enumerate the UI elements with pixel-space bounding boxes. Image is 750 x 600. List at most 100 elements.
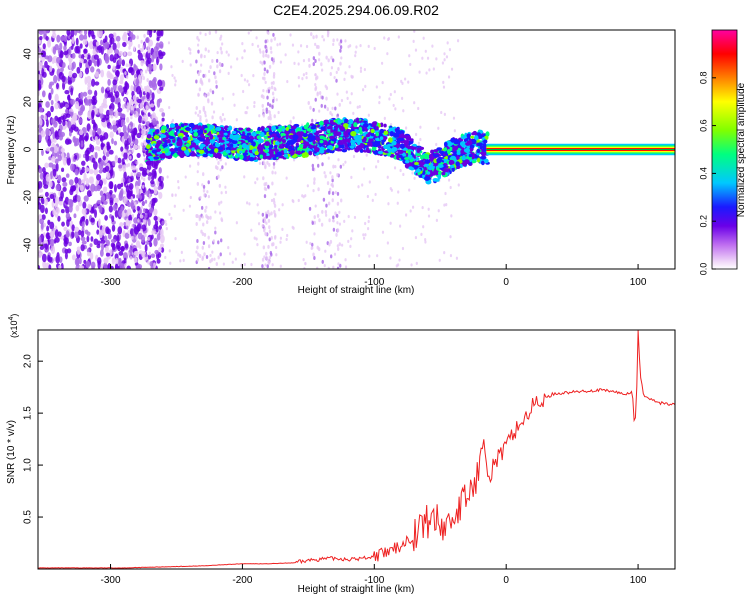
spectrogram-cell: [317, 58, 321, 62]
spectrogram-cell: [351, 75, 354, 79]
spectrogram-cell: [263, 161, 266, 166]
spectrogram-cell: [143, 157, 146, 162]
spectrogram-cell: [114, 209, 119, 218]
spectrogram-cell: [316, 91, 319, 95]
spectrogram-cell: [262, 50, 265, 55]
spectrogram-cell: [414, 235, 418, 240]
spectrogram-cell: [122, 178, 126, 183]
spectrogram-cell: [56, 82, 59, 90]
spectrogram-cell: [159, 86, 164, 91]
spectrogram-cell: [198, 129, 204, 135]
spectrogram-cell: [205, 220, 209, 225]
spectrogram-cell: [383, 130, 389, 135]
spectrogram-cell: [313, 180, 316, 185]
spectrogram-cell: [218, 183, 222, 188]
spectrogram-cell: [185, 134, 190, 138]
spectrogram-cell: [202, 73, 205, 78]
spectrogram-cell: [372, 121, 378, 125]
spectrogram-cell: [100, 39, 104, 46]
spectrogram-cell: [180, 250, 183, 254]
spectrogram-cell: [116, 234, 120, 244]
spectrogram-cell: [285, 176, 288, 180]
spectrogram-cell: [98, 229, 103, 239]
spectrogram-cell: [336, 266, 340, 269]
spectrogram-cell: [278, 42, 282, 46]
spectrogram-cell: [378, 101, 381, 105]
spectrogram-cell: [133, 63, 136, 68]
spectrogram-cell: [264, 44, 267, 49]
spectrogram-cell: [448, 48, 452, 52]
spectrogram-cell: [78, 34, 85, 41]
spectrogram-cell: [148, 203, 152, 208]
spectrogram-cell: [157, 177, 162, 183]
spectrogram-cell: [70, 124, 76, 131]
spectrogram-cell: [87, 111, 92, 119]
spectrogram-cell: [423, 153, 430, 160]
spectrogram-cell: [361, 183, 364, 187]
spectrogram-cell: [289, 149, 295, 156]
spectrogram-cell: [54, 196, 60, 206]
spectrogram-cell: [220, 191, 223, 195]
spectrogram-cell: [393, 90, 396, 94]
spectrogram-cell: [328, 190, 331, 195]
spectrogram-cell: [151, 82, 158, 91]
spectrogram-cell: [166, 175, 169, 179]
spectrogram-cell: [61, 167, 65, 172]
spectrogram-cell: [120, 182, 124, 188]
spectrogram-cell: [321, 209, 324, 214]
spectrogram-cell: [153, 135, 160, 140]
spectrogram-cell: [310, 246, 313, 250]
spectrogram-cell: [290, 125, 297, 130]
spectrogram-cell: [44, 162, 49, 168]
spectrogram-cell: [277, 110, 280, 115]
spectrogram-cell: [111, 224, 116, 232]
spectrogram-cell: [365, 147, 370, 153]
spectrogram-cell: [329, 119, 334, 125]
spectrogram-cell: [124, 209, 127, 214]
spectrogram-cell: [359, 43, 362, 48]
spectrogram-cell: [308, 63, 311, 68]
spectrogram-cell: [50, 230, 55, 239]
spectrogram-cell: [240, 73, 243, 78]
spectrogram-cell: [337, 119, 342, 124]
spectrogram-cell: [120, 146, 124, 152]
spectrogram-cell: [466, 140, 473, 146]
spectrogram-cell: [107, 72, 113, 78]
spectrogram-cell: [145, 69, 148, 74]
spectrogram-cell: [305, 76, 308, 80]
spectrogram-cell: [168, 131, 175, 136]
spectrogram-cell: [80, 230, 85, 238]
spectrogram-cell: [336, 173, 339, 178]
spectrogram-cell: [272, 32, 275, 37]
spectrogram-cell: [343, 219, 346, 223]
spectrogram-cell: [198, 109, 202, 114]
spectrogram-cell: [437, 171, 442, 175]
spectrogram-cell: [43, 184, 49, 189]
spectrogram-cell: [392, 103, 395, 108]
spectrogram-cell: [160, 234, 165, 244]
spectrogram-cell: [394, 107, 397, 111]
spectrogram-cell: [266, 209, 270, 214]
spectrogram-cell: [261, 61, 264, 66]
spectrogram-cell: [321, 259, 324, 264]
spectrogram-cell: [214, 226, 217, 230]
spectrogram-cell: [234, 257, 237, 261]
spectrogram-cell: [130, 123, 133, 128]
spectrogram-cell: [413, 101, 416, 105]
spectrogram-cell: [153, 46, 159, 53]
spectrogram-cell: [130, 115, 133, 120]
spectrogram-cell: [215, 142, 219, 147]
spectrogram-cell: [206, 190, 209, 194]
spectrogram-cell: [407, 80, 410, 84]
spectrogram-cell: [160, 247, 165, 253]
spectrogram-cell: [207, 195, 210, 199]
spectrogram-cell: [151, 230, 156, 235]
spectrogram-cell: [98, 205, 103, 214]
spectrogram-cell: [329, 239, 333, 244]
spectrogram-cell: [276, 43, 279, 47]
spectrogram-cell: [332, 164, 335, 169]
spectrogram-cell: [74, 226, 80, 233]
spectrogram-cell: [104, 92, 108, 100]
spectrogram-cell: [422, 36, 425, 40]
spectrogram-cell: [195, 79, 198, 84]
